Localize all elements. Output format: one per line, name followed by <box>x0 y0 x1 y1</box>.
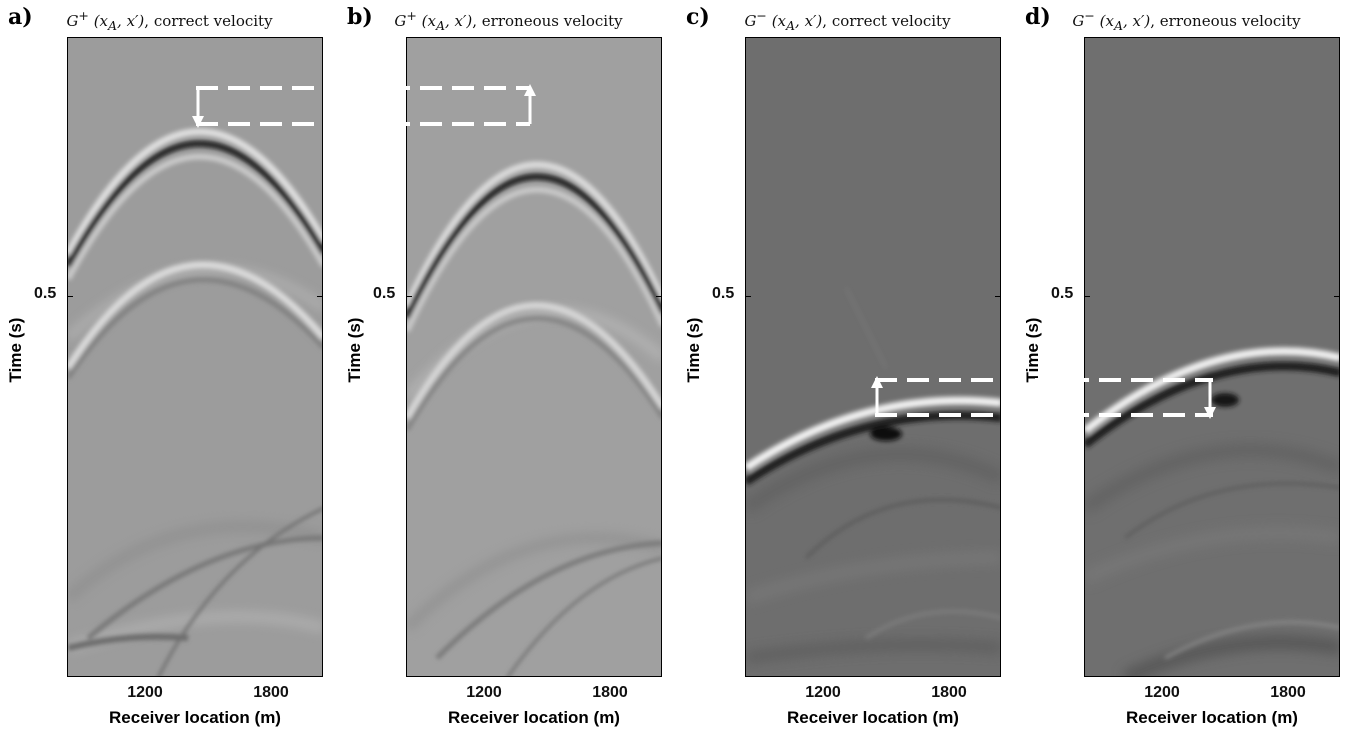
x-tick-label: 1200 <box>1144 684 1180 701</box>
y-tick-label: 0.5 <box>34 285 57 302</box>
x-tick-label: 1800 <box>931 684 967 701</box>
panel-title: G+ (xA, x′), erroneous velocity <box>394 8 623 33</box>
x-axis-label: Receiver location (m) <box>787 708 959 727</box>
y-axis-label: Time (s) <box>1023 317 1042 383</box>
panel-label: a) <box>8 4 33 30</box>
panel-d: d) G− (xA, x′), erroneous velocity 0.5 T… <box>1017 0 1356 735</box>
x-tick-label: 1200 <box>466 684 502 701</box>
panel-title: G+ (xA, x′), correct velocity <box>66 8 273 33</box>
seismic-image <box>745 37 1001 677</box>
panel-b: b) G+ (xA, x′), erroneous velocity 0.5 T… <box>339 0 678 735</box>
y-axis-label: Time (s) <box>345 317 364 383</box>
x-tick-label: 1800 <box>253 684 289 701</box>
y-tick-label: 0.5 <box>373 285 396 302</box>
x-tick-label: 1800 <box>1270 684 1306 701</box>
y-tick-label: 0.5 <box>712 285 735 302</box>
panel-c: c) G− (xA, x′), correct velocity 0.5 Tim… <box>678 0 1017 735</box>
y-axis-label: Time (s) <box>6 317 25 383</box>
panel-title: G− (xA, x′), erroneous velocity <box>1072 8 1301 33</box>
x-tick-label: 1200 <box>805 684 841 701</box>
panel-label: d) <box>1025 4 1051 30</box>
panel-label: b) <box>347 4 373 30</box>
panel-a: a) G+ (xA, x′), correct velocity <box>0 0 339 735</box>
seismic-image <box>406 37 662 677</box>
panel-label: c) <box>686 4 710 30</box>
y-axis-label: Time (s) <box>684 317 703 383</box>
seismic-image <box>1084 37 1340 677</box>
x-axis-label: Receiver location (m) <box>109 708 281 727</box>
x-tick-label: 1800 <box>592 684 628 701</box>
panel-title: G− (xA, x′), correct velocity <box>744 8 951 33</box>
x-tick-label: 1200 <box>127 684 163 701</box>
y-tick-label: 0.5 <box>1051 285 1074 302</box>
seismic-image <box>67 37 323 677</box>
x-axis-label: Receiver location (m) <box>448 708 620 727</box>
x-axis-label: Receiver location (m) <box>1126 708 1298 727</box>
